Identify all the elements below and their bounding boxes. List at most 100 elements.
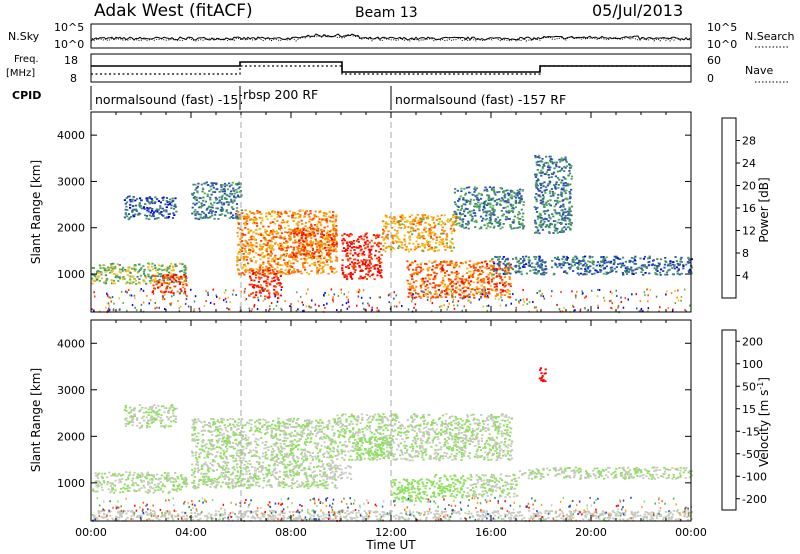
heatmap-cell [182,292,186,295]
heatmap-cell [587,260,590,263]
heatmap-cell [328,235,331,238]
heatmap-cell [135,210,138,212]
heatmap-cell [352,242,355,245]
heatmap-cell [232,217,235,219]
heatmap-cell [233,196,236,199]
heatmap-cell [310,254,313,257]
heatmap-cell [299,253,302,256]
heatmap-cell [151,478,154,480]
heatmap-cell [353,249,356,251]
heatmap-cell [286,244,289,247]
heatmap-cell [179,305,182,308]
heatmap-cell [239,310,241,313]
heatmap-cell [252,220,255,223]
heatmap-cell [367,271,370,274]
heatmap-cell [572,304,574,307]
heatmap-cell [539,182,542,185]
heatmap-cell [428,278,431,280]
heatmap-cell [560,193,563,196]
heatmap-cell [260,222,263,225]
heatmap-cell [426,284,429,286]
heatmap-cell [491,274,494,277]
heatmap-cell [194,212,197,215]
heatmap-cell [311,299,313,302]
heatmap-cell [497,264,500,266]
heatmap-cell [174,472,177,474]
heatmap-cell [460,190,463,193]
heatmap-cell [568,166,572,169]
heatmap-cell [266,234,269,236]
heatmap-cell [510,302,512,305]
heatmap-cell [279,256,282,258]
heatmap-cell [332,229,335,232]
heatmap-cell [341,267,344,269]
heatmap-cell [569,195,572,198]
heatmap-cell [204,213,207,216]
heatmap-cell [561,167,564,170]
heatmap-cell [538,164,541,167]
heatmap-cell [295,251,298,254]
heatmap-cell [92,490,95,492]
heatmap-cell [157,415,160,418]
heatmap-cell [173,278,176,281]
heatmap-cell [360,237,363,240]
heatmap-cell [328,247,331,250]
heatmap-cell [446,264,449,266]
heatmap-cell [528,264,531,267]
heatmap-cell [273,308,275,311]
heatmap-cell [124,212,127,214]
heatmap-cell [557,218,560,221]
heatmap-cell [242,215,245,218]
heatmap-cell [201,210,204,213]
heatmap-cell [535,200,538,203]
heatmap-cell [136,419,139,421]
heatmap-cell [170,207,173,210]
heatmap-cell [270,231,273,234]
heatmap-cell [636,307,638,310]
heatmap-cell [397,226,400,229]
heatmap-cell [551,213,554,215]
heatmap-cell [385,246,389,248]
heatmap-cell [363,263,366,266]
heatmap-cell [545,188,548,191]
heatmap-cell [478,262,481,265]
heatmap-cell [326,230,330,232]
heatmap-cell [508,264,511,267]
heatmap-cell [172,292,175,294]
heatmap-cell [370,257,373,260]
heatmap-cell [356,304,358,307]
heatmap-cell [221,198,224,200]
heatmap-cell [128,421,132,423]
heatmap-cell [260,294,262,297]
heatmap-cell [335,215,338,218]
heatmap-cell [239,218,242,221]
heatmap-cell [463,281,466,284]
heatmap-cell [171,488,174,490]
heatmap-cell [243,259,246,262]
heatmap-cell [569,266,572,269]
heatmap-cell [349,271,352,274]
heatmap-cell [548,168,551,171]
heatmap-cell [172,412,175,415]
heatmap-cell [539,189,542,192]
heatmap-cell [324,264,327,266]
heatmap-cell [649,289,652,291]
heatmap-cell [464,261,468,264]
heatmap-cell [262,225,265,228]
heatmap-cell [143,419,146,422]
heatmap-cell [415,225,418,227]
heatmap-cell [540,169,543,172]
heatmap-cell [487,194,490,197]
heatmap-cell [313,214,316,216]
heatmap-cell [558,200,561,203]
heatmap-cell [306,227,309,230]
heatmap-cell [262,280,266,283]
heatmap-cell [149,478,152,481]
heatmap-cell [225,289,227,292]
heatmap-cell [556,303,558,306]
heatmap-cell [414,220,417,222]
heatmap-cell [294,239,297,242]
heatmap-cell [505,304,507,307]
heatmap-cell [640,267,643,270]
heatmap-cell [170,406,173,408]
